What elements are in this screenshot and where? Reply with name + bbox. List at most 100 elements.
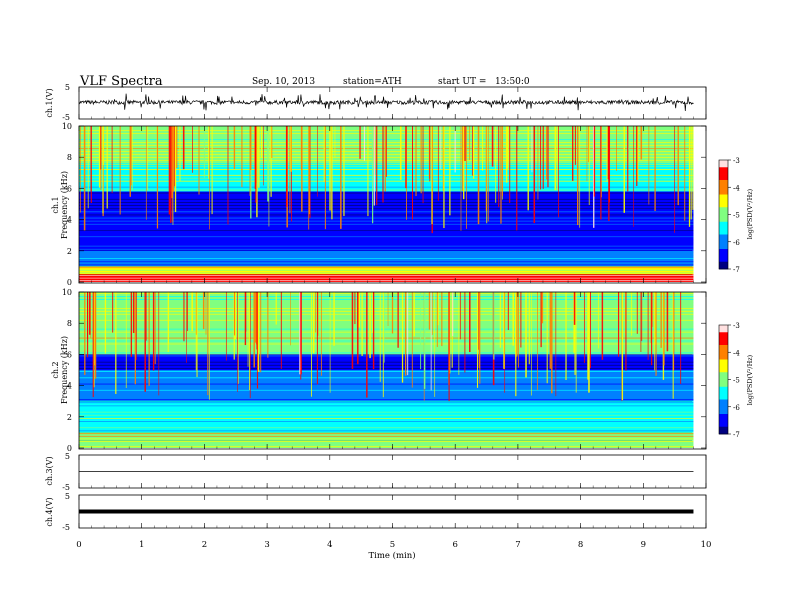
colorbar-segment <box>719 397 728 400</box>
colorbar-segment <box>719 207 728 210</box>
colorbar-segment <box>719 261 728 264</box>
colorbar-segment <box>719 348 728 351</box>
ch2-spectrogram-image <box>79 292 694 448</box>
colorbar-segment <box>719 383 728 386</box>
colorbar-segment <box>719 343 728 346</box>
frequency-tick-label: 4 <box>67 216 72 225</box>
colorbar-segment <box>719 352 728 355</box>
colorbar-segment <box>719 374 728 377</box>
ch1-spectrogram-image <box>79 126 694 282</box>
time-tick-label: 9 <box>641 540 646 550</box>
colorbar-segment <box>719 267 728 270</box>
colorbar-segment <box>719 386 728 389</box>
time-tick-label: 0 <box>76 540 81 550</box>
colorbar-segment <box>719 199 728 203</box>
colorbar-segment <box>719 187 728 190</box>
colorbar-segment <box>719 194 728 197</box>
ch4-ytick-top: 5 <box>65 492 70 501</box>
colorbar-tick-label: -5 <box>733 212 740 220</box>
colorbar-tick-label: -4 <box>733 349 740 357</box>
colorbar-segment <box>719 368 728 371</box>
start-time-label: start UT = 13:50:0 <box>438 77 530 87</box>
colorbar-segment <box>719 341 728 344</box>
colorbar-segment <box>719 404 728 408</box>
colorbar-segment <box>719 249 728 252</box>
colorbar-segment <box>719 259 728 263</box>
colorbar-segment <box>719 245 728 248</box>
ch1-spectrogram-panel: 0 2 4 6 8 10 ch.1 Frequency (kHz) <box>51 122 707 287</box>
time-tick-label: 3 <box>264 540 269 550</box>
colorbar-segment <box>719 229 728 232</box>
ch1-waveform-line <box>78 93 694 112</box>
colorbar-segment <box>719 205 728 208</box>
ch1-colorbar: -3 -4 -5 -6 -7 log(PSD(V²/Hz) <box>718 157 754 274</box>
ch4-waveform-ylabel: ch.4(V) <box>45 497 54 526</box>
time-tick-label: 6 <box>452 540 457 550</box>
colorbar-segment <box>719 265 728 268</box>
frequency-tick-label: 4 <box>67 382 72 391</box>
colorbar-segment <box>719 185 728 188</box>
colorbar-segment <box>719 250 728 254</box>
colorbar-segment <box>719 350 728 353</box>
colorbar-segment <box>719 325 728 328</box>
colorbar-segment <box>719 381 728 384</box>
time-tick-label: 5 <box>390 540 395 550</box>
colorbar-segment <box>719 330 728 333</box>
colorbar-segment <box>719 161 728 165</box>
ch3-ytick-bottom: -5 <box>62 483 70 492</box>
colorbar-segment <box>719 174 728 177</box>
colorbar-tick-label: -7 <box>733 431 740 439</box>
colorbar-segment <box>719 225 728 228</box>
spectrogram-band <box>79 370 694 402</box>
ch3-waveform-ylabel: ch.3(V) <box>45 456 54 485</box>
colorbar-segment <box>719 216 728 219</box>
ch1-colorbar-gradient <box>719 160 728 270</box>
colorbar-segment <box>719 337 728 340</box>
time-tick-label: 4 <box>327 540 332 550</box>
time-tick-label: 8 <box>578 540 583 550</box>
colorbar-segment <box>719 357 728 360</box>
colorbar-segment <box>719 167 728 170</box>
colorbar-segment <box>719 241 728 244</box>
colorbar-segment <box>719 415 728 419</box>
colorbar-segment <box>719 355 728 359</box>
colorbar-segment <box>719 361 728 364</box>
frequency-tick-label: 10 <box>62 122 72 131</box>
ch2-frequency-ticks: 0 2 4 6 8 10 <box>62 288 706 453</box>
colorbar-segment <box>719 190 728 194</box>
colorbar-segment <box>719 209 728 212</box>
colorbar-segment <box>719 189 728 192</box>
colorbar-segment <box>719 196 728 199</box>
colorbar-segment <box>719 414 728 417</box>
colorbar-tick-label: -6 <box>733 239 740 247</box>
time-tick-label: 1 <box>139 540 144 550</box>
colorbar-segment <box>719 423 728 426</box>
colorbar-segment <box>719 210 728 214</box>
colorbar-segment <box>719 236 728 239</box>
colorbar-segment <box>719 428 728 431</box>
spectrogram-band <box>79 191 694 217</box>
colorbar-segment <box>719 212 728 215</box>
colorbar-segment <box>719 377 728 380</box>
colorbar-segment <box>719 178 728 181</box>
frequency-tick-label: 6 <box>67 350 72 359</box>
colorbar-segment <box>719 359 728 362</box>
ch1-waveform-ylabel: ch.1(V) <box>45 88 54 117</box>
colorbar-segment <box>719 366 728 369</box>
colorbar-segment <box>719 388 728 391</box>
colorbar-segment <box>719 252 728 255</box>
colorbar-segment <box>719 426 728 429</box>
time-axis: 0 1 2 3 4 5 6 7 8 9 10 <box>76 87 711 550</box>
colorbar-tick-label: -5 <box>733 377 740 385</box>
colorbar-segment <box>719 403 728 406</box>
ch1-waveform-trace <box>78 93 694 112</box>
colorbar-segment <box>719 375 728 379</box>
colorbar-segment <box>719 346 728 350</box>
colorbar-segment <box>719 421 728 424</box>
colorbar-segment <box>719 370 728 373</box>
colorbar-segment <box>719 181 728 185</box>
date-label: Sep. 10, 2013 <box>252 77 315 87</box>
colorbar-segment <box>719 344 728 348</box>
frequency-tick-label: 8 <box>67 319 72 328</box>
